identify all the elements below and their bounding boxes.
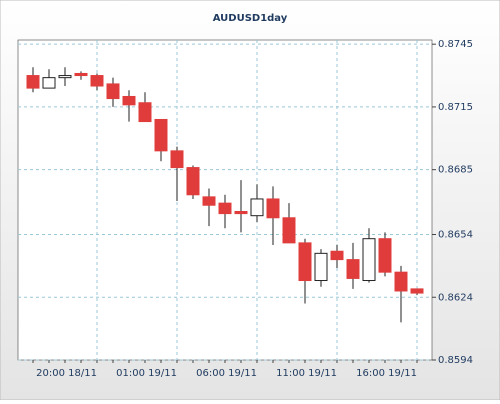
y-tick-label: 0.8594: [438, 355, 473, 366]
candle-body: [26, 75, 40, 89]
candle-body: [42, 77, 56, 89]
candle-body: [282, 217, 296, 244]
y-tick-label: 0.8685: [438, 165, 473, 176]
candle-body: [234, 211, 248, 215]
candle-body: [138, 102, 152, 123]
candle-body: [410, 288, 424, 294]
candle-body: [122, 95, 136, 106]
candle-body: [330, 250, 344, 261]
candle-body: [346, 259, 360, 279]
candle-body: [74, 72, 88, 77]
x-tick-label: 06:00 19/11: [196, 368, 257, 379]
x-tick-label: 01:00 19/11: [116, 368, 177, 379]
x-tick-label: 16:00 19/11: [356, 368, 417, 379]
candle-body: [250, 198, 264, 217]
candle-body: [266, 198, 280, 219]
candle-body: [58, 75, 72, 79]
candle-body: [90, 75, 104, 87]
candle-body: [218, 202, 232, 215]
x-tick-label: 20:00 18/11: [36, 368, 97, 379]
candle-body: [298, 242, 312, 282]
candle-body: [186, 167, 200, 196]
candle-body: [106, 83, 120, 100]
candle-body: [362, 238, 376, 282]
y-tick-label: 0.8745: [438, 39, 473, 50]
candle-body: [202, 196, 216, 206]
candle-body: [170, 150, 184, 169]
candle-body: [314, 252, 328, 282]
y-tick-label: 0.8654: [438, 230, 473, 241]
chart-title: AUDUSD1day: [213, 13, 288, 24]
candle-body: [394, 271, 408, 292]
candle-body: [154, 118, 168, 152]
y-tick-label: 0.8624: [438, 292, 473, 303]
y-tick-label: 0.8715: [438, 102, 473, 113]
x-tick-label: 11:00 19/11: [276, 368, 337, 379]
candle-body: [378, 238, 392, 273]
